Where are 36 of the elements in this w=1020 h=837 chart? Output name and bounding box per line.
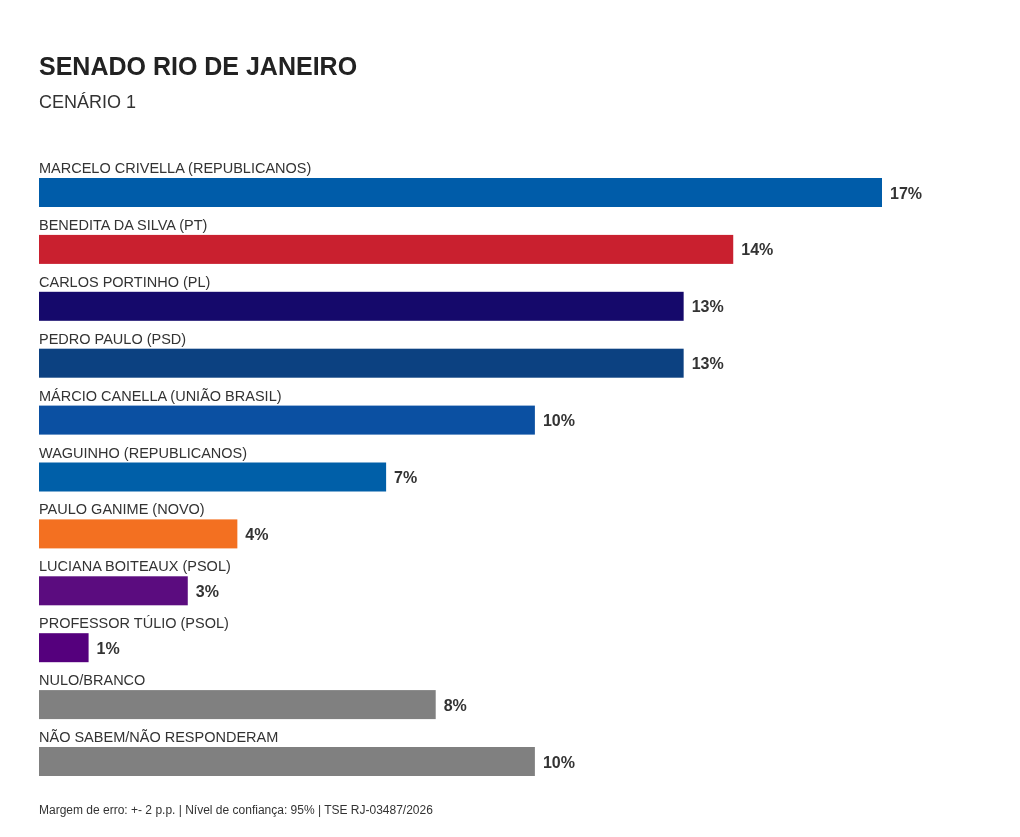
bar	[39, 234, 734, 264]
bar	[39, 633, 89, 663]
y-tick-label: PEDRO PAULO (PSD)	[39, 330, 187, 347]
chart-title: SENADO RIO DE JANEIRO	[39, 52, 358, 80]
text: Margem de erro: +- 2 p.p. | Nível de confiança: 95% | TSE RJ-03487/2026	[39, 803, 434, 817]
data-label: 3%	[195, 582, 219, 600]
data-label: 17%	[890, 184, 923, 202]
y-tick-label: MARCELO CRIVELLA (REPUBLICANOS)	[39, 160, 312, 176]
data-label: 1%	[96, 639, 120, 657]
y-tick-label: LUCIANA BOITEAUX (PSOL)	[39, 558, 231, 575]
bar	[39, 519, 238, 549]
y-tick-label: NÃO SABEM/NÃO RESPONDERAM	[39, 729, 279, 745]
y-tick-label: BENEDITA DA SILVA (PT)	[39, 216, 208, 233]
data-label: 13%	[691, 355, 724, 373]
y-tick-label: NULO/BRANCO	[39, 672, 146, 689]
data-label: 10%	[542, 753, 575, 771]
bar	[39, 462, 387, 492]
chart-subtitle: CENÁRIO 1	[39, 92, 137, 112]
bar	[39, 576, 188, 606]
bar	[39, 291, 684, 321]
data-label: 10%	[542, 412, 575, 430]
bar	[39, 747, 535, 776]
y-tick-label: PAULO GANIME (NOVO)	[39, 501, 205, 518]
data-label: 14%	[741, 241, 774, 259]
data-label: 4%	[245, 525, 269, 543]
bar	[39, 405, 535, 435]
data-label: 7%	[394, 469, 418, 486]
data-label: 8%	[443, 696, 467, 714]
y-tick-label: CARLOS PORTINHO (PL)	[39, 273, 211, 290]
y-tick-label: MÁRCIO CANELLA (UNIÃO BRASIL)	[39, 387, 282, 404]
y-tick-label: WAGUINHO (REPUBLICANOS)	[39, 444, 248, 461]
data-label: 13%	[691, 298, 724, 316]
y-tick-label: PROFESSOR TÚLIO (PSOL)	[39, 615, 229, 632]
bar	[39, 690, 436, 720]
bar	[39, 178, 882, 207]
bar	[39, 348, 684, 378]
